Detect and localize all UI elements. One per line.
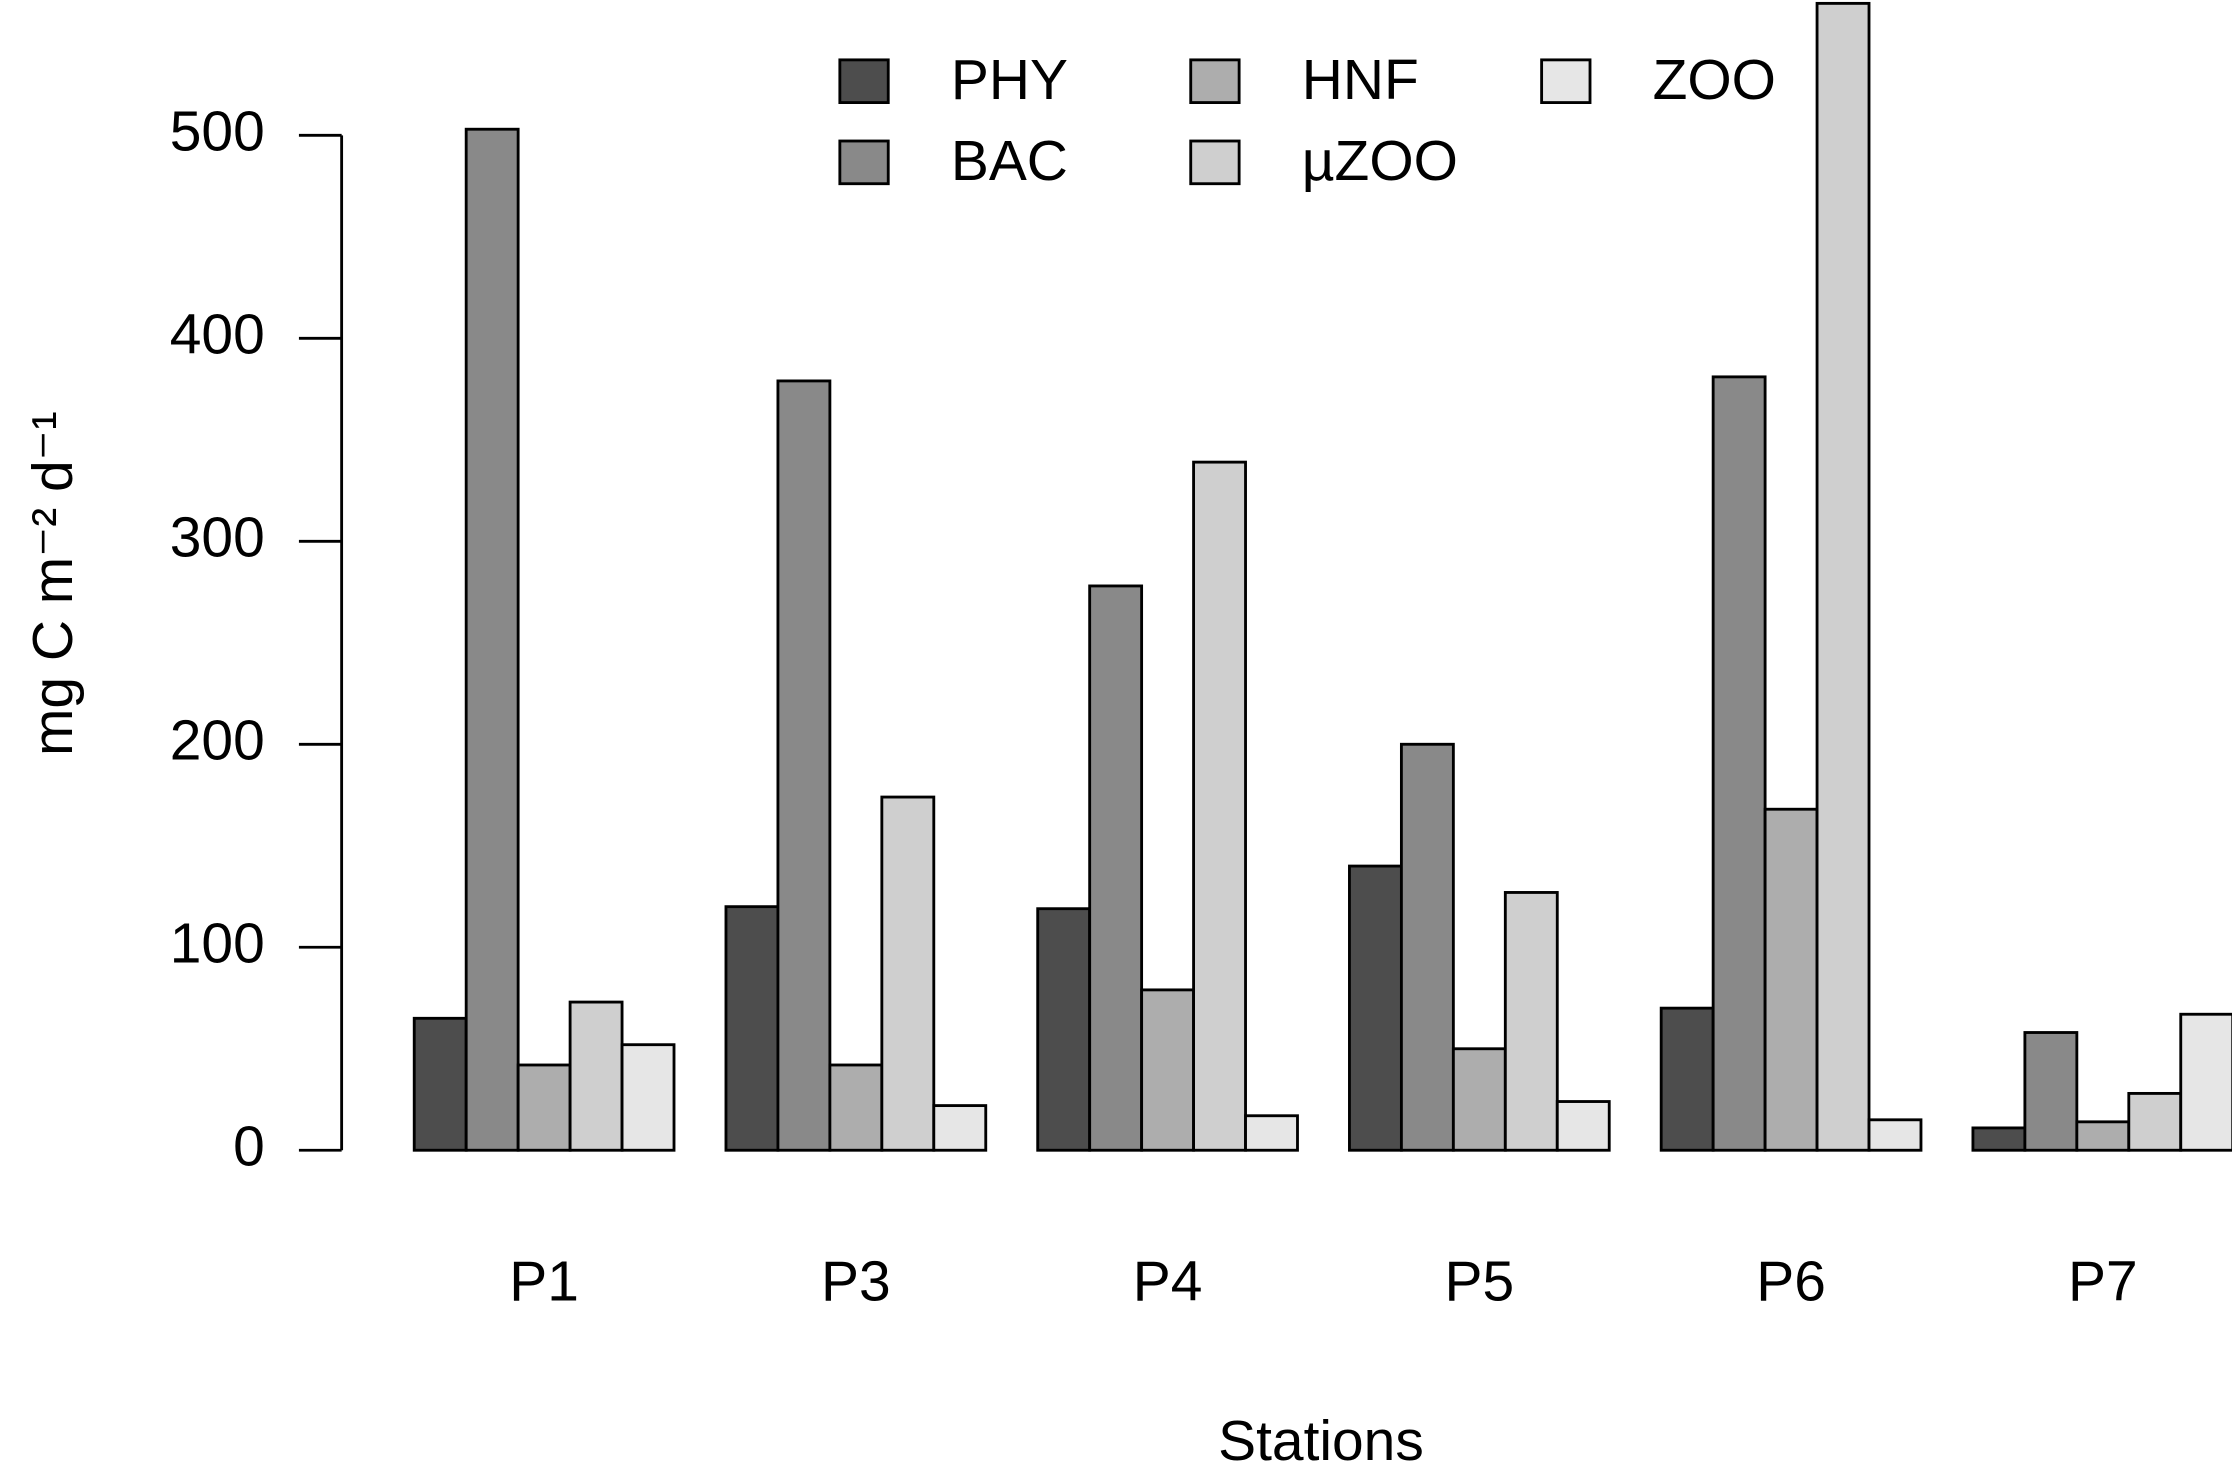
x-tick-label: P3 [821,1250,891,1314]
bar [2075,1120,2131,1152]
bar [1763,807,1819,1152]
bar [1088,584,1144,1152]
x-tick-label: P5 [1445,1250,1515,1314]
legend-label: BAC [951,129,1068,193]
x-axis-title: Stations [1218,1409,1424,1473]
bar [1503,891,1559,1152]
bar [880,795,936,1152]
bar [1192,460,1247,1152]
bar [2023,1031,2079,1152]
legend-swatch [1189,139,1241,186]
bar [724,905,780,1152]
y-tick-label: 200 [170,708,265,772]
x-tick-label: P1 [509,1250,579,1314]
bar [1244,1114,1299,1152]
y-tick-label: 100 [170,911,265,975]
bar [2179,1012,2232,1152]
legend-label: PHY [951,48,1068,112]
bar [412,1016,468,1152]
bar [1815,1,1871,1152]
bar [2127,1091,2183,1152]
bar [1348,864,1403,1152]
bar [568,1000,624,1152]
bar [464,127,520,1152]
y-axis-title: mg C m⁻² d⁻¹ [21,411,85,756]
bar [620,1043,676,1152]
bar [932,1104,988,1152]
legend-swatch [1540,58,1592,104]
bar [776,379,832,1152]
bar [1140,988,1196,1152]
y-tick-label: 0 [233,1114,265,1178]
y-tick-label: 300 [170,505,265,569]
legend-swatch [838,139,890,186]
legend-label: ZOO [1653,48,1776,112]
y-tick-label: 500 [170,99,265,163]
x-tick-label: P7 [2068,1250,2138,1314]
legend-label: µZOO [1302,129,1458,193]
legend-label: HNF [1302,48,1419,112]
y-tick-label: 400 [170,302,265,366]
bar [1971,1126,2027,1152]
bar [516,1063,572,1152]
legend-swatch [838,58,890,104]
x-tick-label: P4 [1133,1250,1203,1314]
legend-swatch [1189,58,1241,104]
bar [1451,1047,1507,1152]
bar [828,1063,884,1152]
bar [1555,1100,1611,1152]
bar [1711,375,1767,1152]
bar [1659,1006,1715,1152]
bar [1036,907,1092,1152]
bar [1399,742,1455,1152]
bar [1867,1118,1923,1152]
x-tick-label: P6 [1756,1250,1826,1314]
